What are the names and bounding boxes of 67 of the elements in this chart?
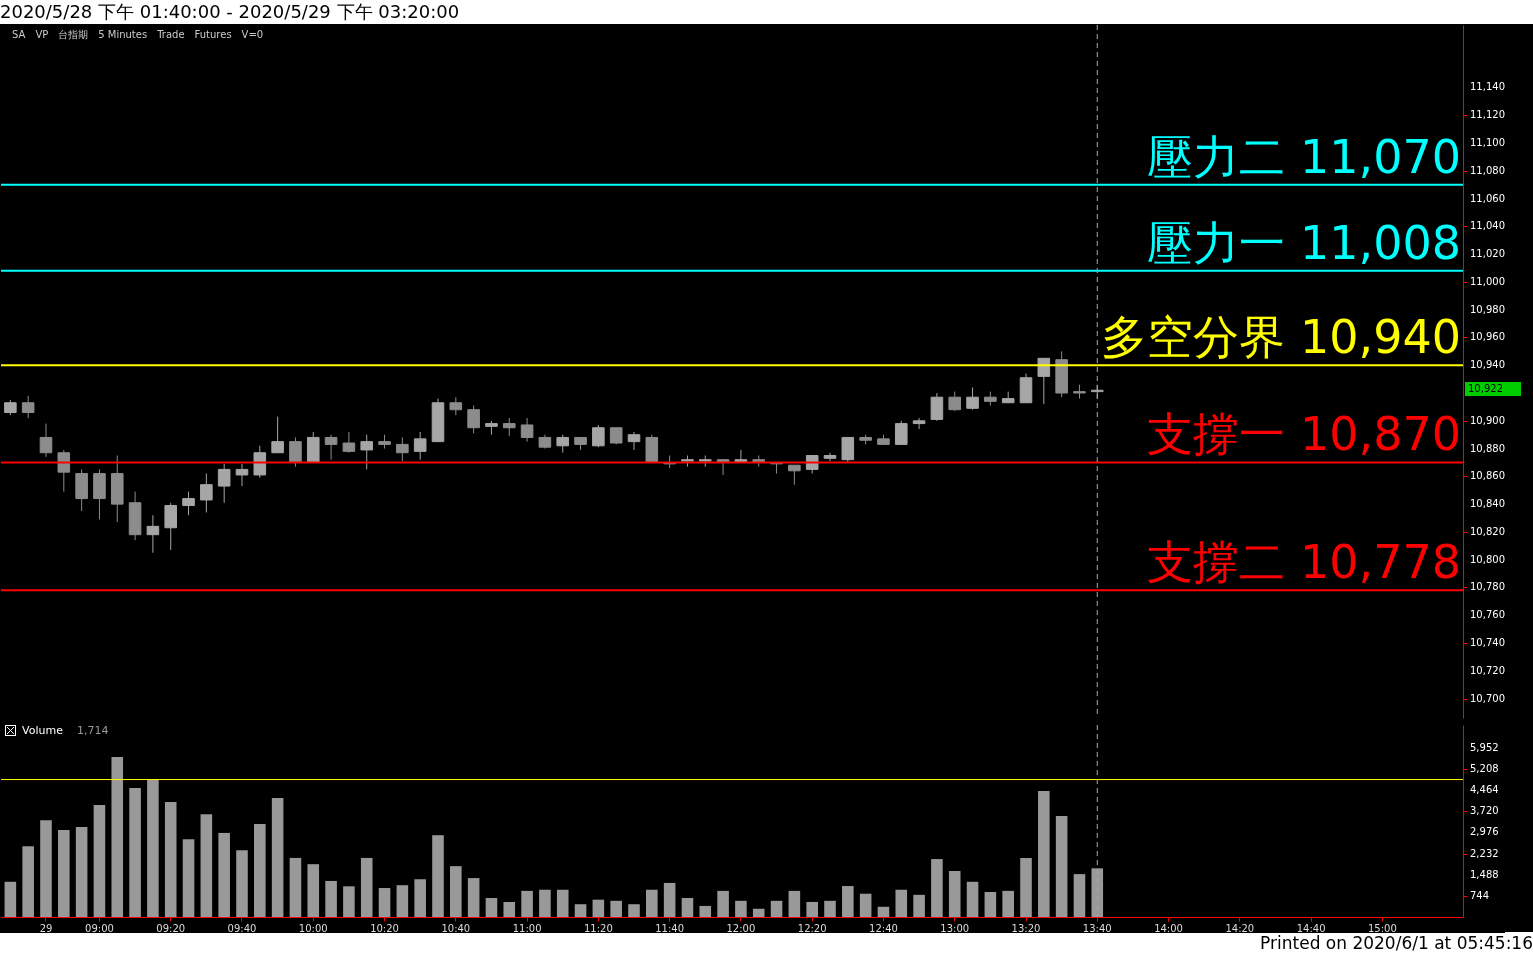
x-tick-label: 12:00	[726, 922, 756, 934]
x-tick-label: 13:40	[1082, 922, 1112, 934]
text: Printed on 2020/6/1 at 05:45:16	[1260, 932, 1533, 954]
y-tick-label: 10,700	[1470, 692, 1505, 704]
annotation: SA	[12, 29, 26, 40]
text: 10,922	[1465, 382, 1521, 397]
x-tick-label: 09:40	[227, 922, 257, 934]
y-tick-label: 10,820	[1470, 525, 1505, 537]
x-tick-label: 11:40	[655, 922, 685, 934]
y-tick-label: 1,488	[1470, 868, 1499, 880]
y-tick-label: 11,120	[1470, 109, 1505, 121]
x-tick-label: 11:20	[583, 922, 613, 934]
y-tick-label: 11,100	[1470, 137, 1505, 149]
y-tick-label: 10,960	[1470, 331, 1505, 343]
y-tick-label: 11,020	[1470, 248, 1505, 260]
annotation: VP	[35, 29, 49, 40]
y-tick-label: 10,940	[1470, 359, 1505, 371]
y-tick-label: 2,232	[1470, 847, 1499, 859]
y-tick-label: 2,976	[1470, 826, 1499, 838]
y-tick-label: 10,800	[1470, 553, 1505, 565]
x-tick-label: 10:40	[441, 922, 471, 934]
y-tick-label: 11,060	[1470, 192, 1505, 204]
annotation: 台指期	[58, 29, 89, 40]
ref-line-label: 支撐一 10,870	[1147, 407, 1461, 462]
y-tick-label: 10,760	[1470, 609, 1505, 621]
y-tick-label: 11,140	[1470, 81, 1505, 93]
ref-line-label: 多空分界 10,940	[1101, 310, 1461, 365]
chart-title: 2020/5/28 下午 01:40:00 - 2020/5/29 下午 03:20:00	[0, 0, 460, 24]
chart-title: Volume	[22, 724, 63, 737]
y-tick-label: 10,740	[1470, 637, 1505, 649]
y-tick-label: 11,080	[1470, 164, 1505, 176]
y-tick-label: 11,040	[1470, 220, 1505, 232]
y-tick-label: 10,860	[1470, 470, 1505, 482]
y-tick-label: 10,780	[1470, 581, 1505, 593]
x-tick-label: 10:20	[370, 922, 399, 934]
y-tick-label: 5,208	[1470, 763, 1499, 775]
y-tick-label: 10,900	[1470, 414, 1505, 426]
y-tick-label: 5,952	[1470, 741, 1499, 753]
y-tick-label: 744	[1470, 889, 1490, 901]
annotation: Futures	[194, 29, 232, 40]
x-tick-label: 12:20	[797, 922, 827, 934]
x-tick-label: 14:20	[1225, 922, 1255, 934]
x-tick-label: 13:20	[1011, 922, 1041, 934]
x-tick-label: 14:40	[1296, 922, 1326, 934]
annotation: 1,714	[76, 724, 109, 737]
y-tick-label: 3,720	[1470, 805, 1499, 817]
ref-line-label: 支撐二 10,778	[1147, 535, 1461, 590]
x-tick-label: 15:00	[1367, 922, 1397, 934]
x-tick-label: 09:00	[85, 922, 114, 934]
ref-line-label: 壓力二 11,070	[1147, 129, 1461, 184]
x-tick-label: 11:00	[512, 922, 542, 934]
x-tick-label: 12:40	[869, 922, 898, 934]
x-tick-label: 09:20	[156, 922, 186, 934]
annotation: Trade	[157, 29, 185, 40]
y-tick-label: 11,000	[1470, 275, 1505, 287]
x-tick-label: 13:00	[940, 922, 970, 934]
y-tick-label: 4,464	[1470, 784, 1499, 796]
x-tick-label: 10:00	[298, 922, 328, 934]
ref-line-label: 壓力一 11,008	[1147, 215, 1461, 270]
annotation: 5 Minutes	[98, 29, 148, 40]
annotation: V=0	[241, 29, 264, 40]
y-tick-label: 10,980	[1470, 303, 1505, 315]
y-tick-label: 10,720	[1470, 664, 1505, 676]
y-tick-label: 10,880	[1470, 442, 1505, 454]
x-tick-label: 14:00	[1154, 922, 1183, 934]
x-tick-label: 29	[39, 922, 53, 934]
y-tick-label: 10,840	[1470, 498, 1505, 510]
